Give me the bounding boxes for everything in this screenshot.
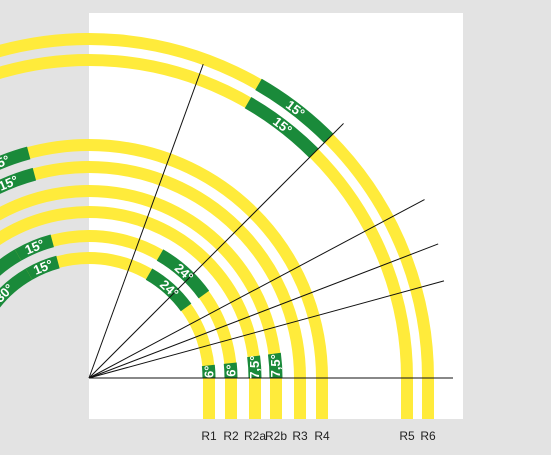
segment-r4-9 [0, 146, 31, 170]
angle-line-4 [88, 123, 344, 379]
radius-label-r2: R2 [223, 429, 239, 443]
ring-r6 [0, 32, 434, 379]
ring-r4-stub [316, 378, 328, 419]
segment-r6-1 [255, 78, 334, 143]
ring-r5 [0, 53, 413, 379]
segment-r1-6 [25, 255, 60, 280]
segment-label: 15° [0, 152, 12, 173]
radius-label-r3: R3 [292, 429, 308, 443]
segment-r2-11 [156, 249, 210, 299]
segment-r3-8 [0, 167, 37, 194]
ring-r1-stub [203, 378, 215, 419]
segment-r5-0 [244, 96, 319, 158]
ring-r3 [0, 161, 306, 379]
ring-r6-stub [422, 378, 434, 419]
segment-label: 6° [223, 364, 238, 376]
ring-r2a-stub [249, 378, 261, 419]
angle-line-1 [88, 280, 445, 379]
segment-r2-3 [0, 249, 22, 276]
segment-label: 15° [31, 256, 55, 277]
ring-r3-stub [294, 378, 306, 419]
segment-label: 7,5° [247, 355, 262, 378]
segment-r1-10 [145, 268, 192, 312]
segment-label: 7,5° [268, 354, 283, 377]
angle-lines [88, 63, 453, 379]
radius-label-r5: R5 [399, 429, 415, 443]
angle-line-3 [88, 199, 425, 379]
ring-r2 [0, 230, 237, 379]
ring-r2-stub [225, 378, 237, 419]
segment-r1-2 [0, 268, 33, 308]
segment-label: 6° [201, 366, 216, 378]
radius-label-r4: R4 [314, 429, 330, 443]
radius-label-r2b: R2b [265, 429, 287, 443]
radius-label-r1: R1 [201, 429, 217, 443]
ring-r4 [0, 139, 328, 379]
angle-line-5 [88, 63, 204, 379]
ring-r2b [0, 185, 282, 379]
angle-line-2 [88, 243, 439, 379]
radius-label-r6: R6 [420, 429, 436, 443]
segment-label: 15° [23, 236, 47, 257]
track-rings [0, 32, 434, 419]
ring-r2b-stub [270, 378, 282, 419]
radius-label-r2a: R2a [244, 429, 266, 443]
segment-r2-7 [14, 234, 55, 261]
ring-r5-stub [401, 378, 413, 419]
ring-r2a [0, 206, 261, 379]
